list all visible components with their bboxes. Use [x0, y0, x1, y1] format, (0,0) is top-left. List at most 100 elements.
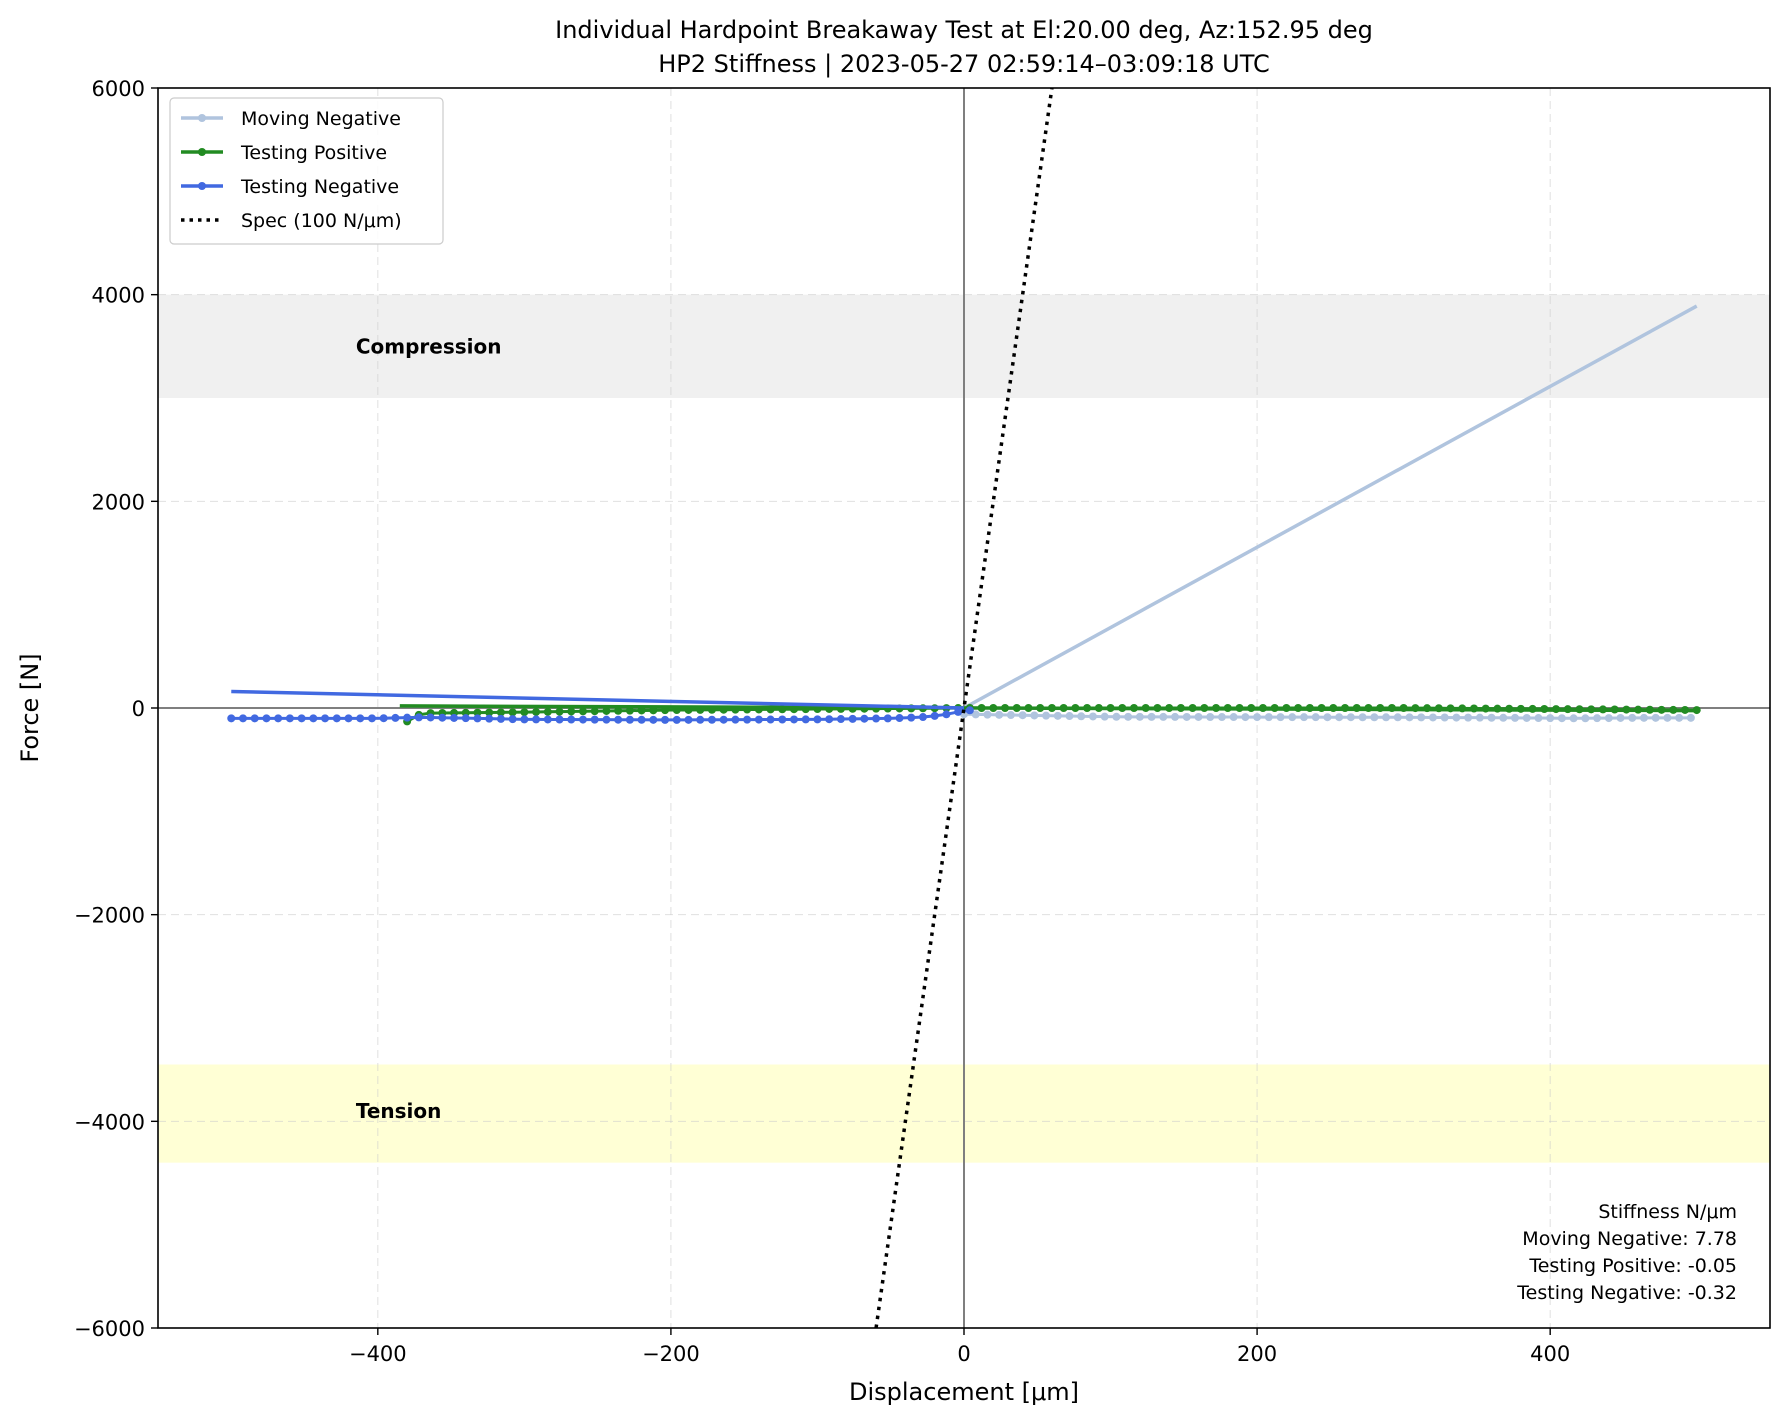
testing-positive-point: [567, 707, 576, 716]
testing-negative-point: [907, 713, 916, 722]
testing-negative-point: [707, 715, 716, 724]
testing-positive-point: [578, 707, 587, 716]
testing-negative-point: [344, 714, 353, 723]
testing-positive-point: [485, 708, 494, 717]
testing-negative-point: [262, 714, 271, 723]
moving-negative-point: [1159, 712, 1168, 721]
chart-title: Individual Hardpoint Breakaway Test at E…: [555, 16, 1373, 44]
compression-label: Compression: [356, 334, 502, 358]
legend-spec-100-n-m-label: Spec (100 N/μm): [241, 210, 402, 232]
testing-negative-point: [872, 714, 881, 723]
stiffness-stats: Stiffness N/μm Moving Negative: 7.78 Tes…: [1516, 1201, 1737, 1304]
x-axis-label: Displacement [μm]: [849, 1378, 1079, 1406]
legend-moving-negative-label: Moving Negative: [241, 108, 401, 130]
testing-negative-point: [567, 715, 576, 724]
testing-positive-point: [520, 708, 529, 717]
testing-negative-point: [649, 715, 658, 724]
testing-negative-point: [496, 714, 505, 723]
moving-negative-point: [1358, 713, 1367, 722]
testing-positive-point: [614, 706, 623, 715]
moving-negative-point: [1346, 713, 1355, 722]
chart-subtitle: HP2 Stiffness | 2023-05-27 02:59:14–03:0…: [658, 50, 1269, 78]
y-axis-label: Force [N]: [16, 653, 44, 762]
moving-negative-point: [1639, 713, 1648, 722]
moving-negative-fit-line: [963, 304, 1698, 710]
testing-positive-point: [473, 708, 482, 717]
moving-negative-point: [1663, 713, 1672, 722]
moving-negative-point: [1464, 713, 1473, 722]
moving-negative-point: [983, 710, 992, 719]
x-tick-label: −400: [349, 1342, 407, 1366]
testing-negative-point: [438, 713, 447, 722]
testing-negative-point: [754, 715, 763, 724]
testing-negative-point: [543, 715, 552, 724]
moving-negative-point: [1616, 713, 1625, 722]
testing-negative-point: [719, 715, 728, 724]
moving-negative-point: [1006, 711, 1015, 720]
testing-negative-point: [696, 715, 705, 724]
testing-negative-point: [297, 714, 306, 723]
testing-positive-point: [496, 708, 505, 717]
testing-negative-point: [426, 713, 435, 722]
x-tick-label: 200: [1237, 1342, 1277, 1366]
moving-negative-point: [1604, 714, 1613, 723]
x-tick-label: −200: [642, 1342, 700, 1366]
testing-negative-point: [250, 714, 259, 723]
testing-negative-trace: [231, 708, 971, 722]
testing-positive-point: [602, 706, 611, 715]
testing-negative-point: [661, 715, 670, 724]
testing-negative-point: [965, 706, 974, 715]
moving-negative-point: [1100, 712, 1109, 721]
testing-positive-fit-line: [399, 704, 1697, 713]
tension-label: Tension: [356, 1099, 442, 1123]
testing-negative-point: [238, 714, 247, 723]
testing-negative-point: [379, 714, 388, 723]
testing-positive-point: [590, 707, 599, 716]
moving-negative-point: [1651, 713, 1660, 722]
testing-negative-point: [766, 715, 775, 724]
spec-100-n-m-line: [874, 87, 1054, 1329]
testing-negative-point: [602, 715, 611, 724]
y-tick-label: 0: [132, 697, 145, 721]
testing-negative-point: [332, 714, 341, 723]
moving-negative-point: [1581, 714, 1590, 723]
moving-negative-point: [1534, 714, 1543, 723]
moving-negative-point: [1546, 714, 1555, 723]
testing-negative-point: [684, 715, 693, 724]
legend: Moving Negative Testing Positive Testing N…: [169, 97, 444, 245]
moving-negative-point: [1569, 714, 1578, 723]
x-tick-label: 400: [1530, 1342, 1570, 1366]
moving-negative-point: [1393, 713, 1402, 722]
moving-negative-point: [1417, 713, 1426, 722]
testing-negative-point: [860, 714, 869, 723]
testing-negative-point: [555, 715, 564, 724]
moving-negative-point: [1593, 714, 1602, 723]
testing-negative-point: [578, 715, 587, 724]
moving-negative-point: [1171, 712, 1180, 721]
testing-positive-point: [543, 707, 552, 716]
moving-negative-point: [1135, 712, 1144, 721]
testing-negative-point: [836, 715, 845, 724]
testing-positive-point: [508, 708, 517, 717]
testing-negative-point: [485, 714, 494, 723]
moving-negative-point: [1628, 713, 1637, 722]
x-tick-label: 0: [957, 1342, 970, 1366]
testing-negative-point: [321, 714, 330, 723]
testing-positive-point: [555, 707, 564, 716]
testing-negative-point: [285, 714, 294, 723]
moving-negative-point: [1511, 713, 1520, 722]
testing-negative-point: [590, 715, 599, 724]
testing-negative-point: [743, 715, 752, 724]
moving-negative-point: [1264, 713, 1273, 722]
testing-negative-point: [813, 715, 822, 724]
testing-negative-point: [672, 715, 681, 724]
moving-negative-point: [1018, 711, 1027, 720]
moving-negative-point: [1311, 713, 1320, 722]
legend-testing-positive-label: Testing Positive: [240, 142, 387, 164]
testing-negative-fit-line: [231, 689, 965, 710]
legend-box: [169, 97, 444, 245]
testing-negative-point: [895, 714, 904, 723]
testing-negative-point: [367, 714, 376, 723]
moving-negative-point: [1288, 713, 1297, 722]
moving-negative-point: [1206, 712, 1215, 721]
